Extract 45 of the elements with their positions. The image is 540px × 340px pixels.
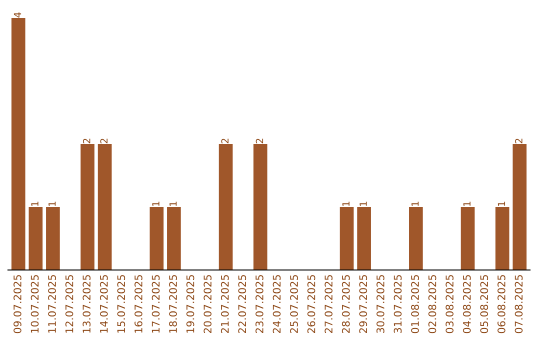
x-tick-label: 10.07.2025	[30, 275, 39, 333]
data-label: 1	[48, 202, 56, 206]
x-tick-label: 22.07.2025	[238, 275, 246, 334]
x-tick-label: 17.07.2025	[152, 275, 160, 333]
data-label: 2	[515, 138, 522, 144]
data-label: 1	[342, 202, 350, 206]
data-label: 2	[82, 138, 90, 144]
data-label: 2	[221, 138, 228, 144]
x-tick-label: 11.07.2025	[48, 275, 56, 333]
x-tick-label: 01.08.2025	[411, 275, 419, 334]
x-tick-label: 25.07.2025	[290, 275, 298, 334]
data-label: 1	[360, 202, 367, 206]
x-tick-label: 15.07.2025	[117, 275, 126, 333]
x-tick-label: 27.07.2025	[324, 275, 333, 334]
x-tick-label: 09.07.2025	[14, 275, 22, 334]
x-tick-label: 26.07.2025	[307, 275, 316, 334]
x-tick-label: 30.07.2025	[376, 275, 384, 334]
x-tick-label: 13.07.2025	[82, 275, 91, 333]
data-label: 2	[256, 138, 264, 144]
data-label: 1	[498, 202, 506, 206]
x-tick-label: 20.07.2025	[204, 275, 212, 334]
x-tick-label: 19.07.2025	[186, 275, 194, 333]
data-label: 1	[170, 202, 177, 206]
x-tick-label: 05.08.2025	[480, 275, 488, 334]
x-tick-label: 18.07.2025	[169, 275, 177, 333]
data-label: 1	[152, 202, 160, 206]
x-tick-label: 02.08.2025	[428, 275, 436, 334]
x-tick-label: 31.07.2025	[394, 275, 402, 334]
x-tick-label: 07.08.2025	[514, 275, 523, 334]
data-label: 1	[412, 202, 419, 206]
x-tick-label: 28.07.2025	[342, 275, 350, 334]
x-tick-label: 03.08.2025	[446, 275, 454, 334]
data-label: 1	[463, 202, 470, 206]
data-label: 1	[31, 202, 38, 206]
x-tick-label: 16.07.2025	[134, 275, 142, 333]
data-label: 4	[14, 12, 22, 18]
x-tick-label: 21.07.2025	[220, 275, 229, 334]
x-tick-label: 24.07.2025	[272, 275, 281, 334]
data-label: 2	[100, 138, 108, 144]
x-tick-label: 23.07.2025	[256, 275, 264, 334]
x-tick-label: 29.07.2025	[359, 275, 368, 334]
x-tick-label: 12.07.2025	[65, 275, 74, 333]
x-tick-label: 06.08.2025	[497, 275, 506, 334]
x-tick-label: 04.08.2025	[462, 275, 471, 334]
x-tick-label: 14.07.2025	[100, 275, 108, 333]
